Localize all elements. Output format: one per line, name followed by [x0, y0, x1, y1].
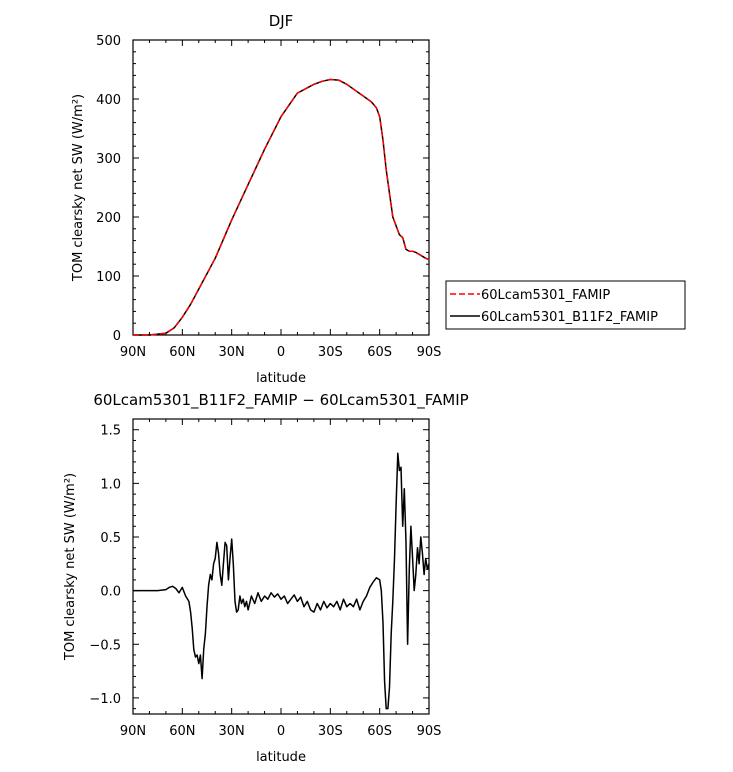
y-tick-label: 1.0	[100, 477, 121, 492]
x-tick-label: 30S	[318, 724, 343, 739]
legend-label-2: 60Lcam5301_B11F2_FAMIP	[481, 310, 658, 325]
x-tick-label: 60N	[169, 724, 195, 739]
x-axis-title: latitude	[256, 371, 306, 386]
y-tick-label: −0.5	[89, 638, 121, 653]
x-tick-label: 30N	[219, 345, 245, 360]
y-tick-label: 300	[96, 152, 121, 167]
y-tick-label: 100	[96, 270, 121, 285]
y-tick-label: 0.0	[100, 585, 121, 600]
y-tick-label: 0.5	[100, 531, 121, 546]
x-tick-label: 30S	[318, 345, 343, 360]
y-tick-label: 500	[96, 34, 121, 49]
y-tick-label: 200	[96, 211, 121, 226]
series-line-1	[133, 452, 430, 710]
x-axis-title: latitude	[256, 750, 306, 765]
x-tick-label: 90S	[417, 345, 442, 360]
x-tick-label: 30N	[219, 724, 245, 739]
y-tick-label: 0	[113, 329, 121, 344]
y-tick-label: 400	[96, 93, 121, 108]
x-tick-label: 90N	[120, 724, 146, 739]
x-tick-label: 60N	[169, 345, 195, 360]
x-tick-label: 0	[277, 724, 285, 739]
y-tick-label: 1.5	[100, 424, 121, 439]
series-line-2	[133, 78, 430, 336]
y-axis-title: TOM clearsky net SW (W/m²)	[63, 473, 78, 661]
x-tick-label: 90S	[417, 724, 442, 739]
chart-title: 60Lcam5301_B11F2_FAMIP − 60Lcam5301_FAMI…	[93, 391, 468, 410]
x-tick-label: 60S	[367, 724, 392, 739]
x-tick-label: 60S	[367, 345, 392, 360]
chart-title: DJF	[269, 12, 294, 30]
x-tick-label: 90N	[120, 345, 146, 360]
legend-box	[445, 280, 686, 330]
y-tick-label: −1.0	[89, 692, 121, 707]
x-tick-label: 0	[277, 345, 285, 360]
plot-frame	[132, 39, 430, 336]
legend-label-1: 60Lcam5301_FAMIP	[481, 288, 610, 303]
series-line-1	[133, 78, 430, 336]
y-axis-title: TOM clearsky net SW (W/m²)	[71, 94, 86, 282]
